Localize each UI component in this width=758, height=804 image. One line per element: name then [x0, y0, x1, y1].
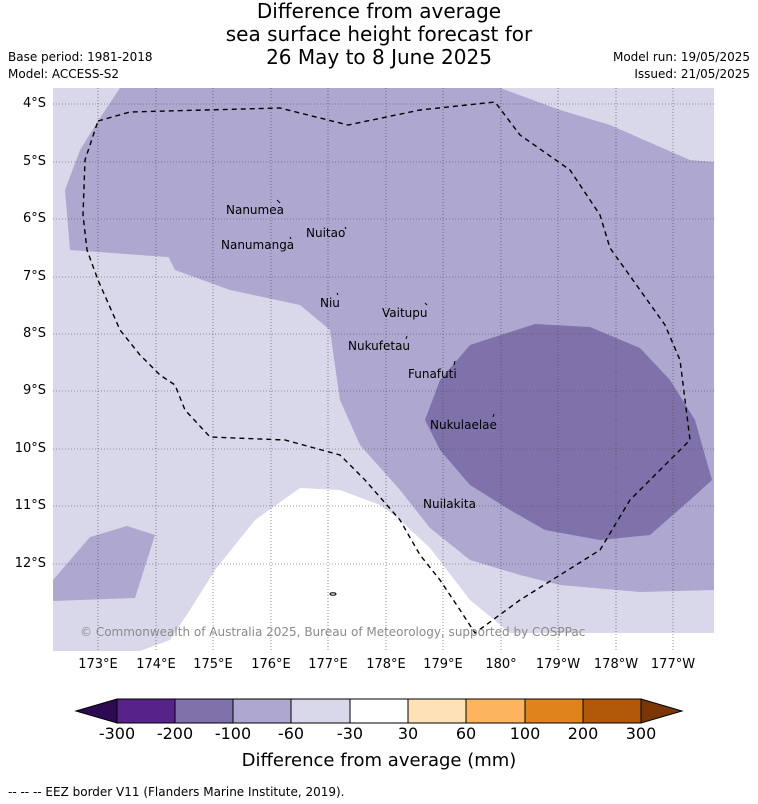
- island-label-niu: Niu: [320, 296, 340, 310]
- colorbar-segment: [407, 698, 467, 724]
- lon-label-178w: 178°W: [593, 657, 639, 672]
- lon-label-180: 180°: [485, 657, 517, 672]
- island-markers: [276, 199, 495, 596]
- colorbar-tick-label: -30: [336, 724, 364, 743]
- eez-border: [82, 101, 691, 635]
- ssh-anomaly-field: [53, 88, 714, 651]
- island-label-vaitupu: Vaitupu: [382, 306, 428, 320]
- lon-label-175e: 175°E: [193, 657, 233, 672]
- map-canvas: [53, 88, 714, 651]
- colorbar-extend-high: [640, 698, 684, 724]
- model-run: Model run: 19/05/2025: [612, 50, 750, 64]
- island-label-nuilakita: Nuilakita: [423, 497, 476, 511]
- issued-date: Issued: 21/05/2025: [634, 67, 750, 81]
- band-minus-60-patch: [53, 526, 155, 601]
- base-period: Base period: 1981-2018: [8, 50, 153, 64]
- copyright-notice: © Commonwealth of Australia 2025, Bureau…: [80, 625, 586, 639]
- lon-label-177w: 177°W: [650, 657, 696, 672]
- island-label-funafuti: Funafuti: [408, 367, 457, 381]
- colorbar-tick-label: -100: [214, 724, 252, 743]
- map-title: Difference from average sea surface heig…: [0, 0, 758, 69]
- lat-label-6s: 6°S: [22, 211, 46, 226]
- colorbar-tick-label: 300: [625, 724, 657, 743]
- lon-label-176e: 176°E: [251, 657, 291, 672]
- colorbar-tick-label: 60: [455, 724, 477, 743]
- colorbar-segment: [582, 698, 642, 724]
- lon-label-174e: 174°E: [136, 657, 176, 672]
- lat-label-11s: 11°S: [14, 498, 46, 513]
- lon-label-179e: 179°E: [423, 657, 463, 672]
- colorbar-tick-label: -200: [156, 724, 194, 743]
- title-line-1: Difference from average: [256, 0, 502, 23]
- island-label-nanumea: Nanumea: [226, 203, 284, 217]
- island-label-nukufetau: Nukufetau: [348, 339, 411, 353]
- colorbar-segment: [465, 698, 526, 724]
- colorbar-segment: [232, 698, 292, 724]
- colorbar-tick-label: -60: [277, 724, 305, 743]
- title-line-3: 26 May to 8 June 2025: [266, 45, 492, 69]
- eez-footnote: -- -- -- EEZ border V11 (Flanders Marine…: [8, 785, 345, 799]
- colorbar-segment: [524, 698, 584, 724]
- lat-label-5s: 5°S: [22, 154, 46, 169]
- graticule: [53, 88, 714, 651]
- model-name: Model: ACCESS-S2: [8, 67, 120, 81]
- island-label-nuitao: Nuitao: [306, 226, 346, 240]
- colorbar-segment: [290, 698, 351, 724]
- title-line-2: sea surface height forecast for: [225, 22, 533, 46]
- colorbar-tick-label: -300: [98, 724, 136, 743]
- lon-label-177e: 177°E: [308, 657, 348, 672]
- band-minus-100-core: [425, 324, 712, 540]
- lat-label-4s: 4°S: [22, 96, 46, 111]
- lon-label-178e: 178°E: [366, 657, 406, 672]
- colorbar-segment: [116, 698, 176, 724]
- colorbar-tick-label: 100: [509, 724, 541, 743]
- colorbar-tick-label: 200: [567, 724, 599, 743]
- colorbar-tick-label: 30: [397, 724, 419, 743]
- island-label-nanumanga: Nanumanga: [221, 238, 295, 252]
- island-label-nukulaelae: Nukulaelae: [430, 418, 497, 432]
- colorbar-title: Difference from average (mm): [241, 750, 517, 771]
- lon-label-179w: 179°W: [535, 657, 581, 672]
- lon-label-173e: 173°E: [78, 657, 118, 672]
- lat-label-7s: 7°S: [22, 269, 46, 284]
- lat-label-9s: 9°S: [22, 383, 46, 398]
- model-info: Base period: 1981-2018 Model: ACCESS-S2: [8, 49, 153, 83]
- colorbar-extend-low: [74, 698, 118, 724]
- colorbar: [74, 698, 684, 724]
- colorbar-segment: [174, 698, 234, 724]
- colorbar-segment: [349, 698, 409, 724]
- lat-label-10s: 10°S: [14, 441, 46, 456]
- run-info: Model run: 19/05/2025 Issued: 21/05/2025: [613, 49, 750, 83]
- lat-label-8s: 8°S: [22, 326, 46, 341]
- lat-label-12s: 12°S: [14, 556, 46, 571]
